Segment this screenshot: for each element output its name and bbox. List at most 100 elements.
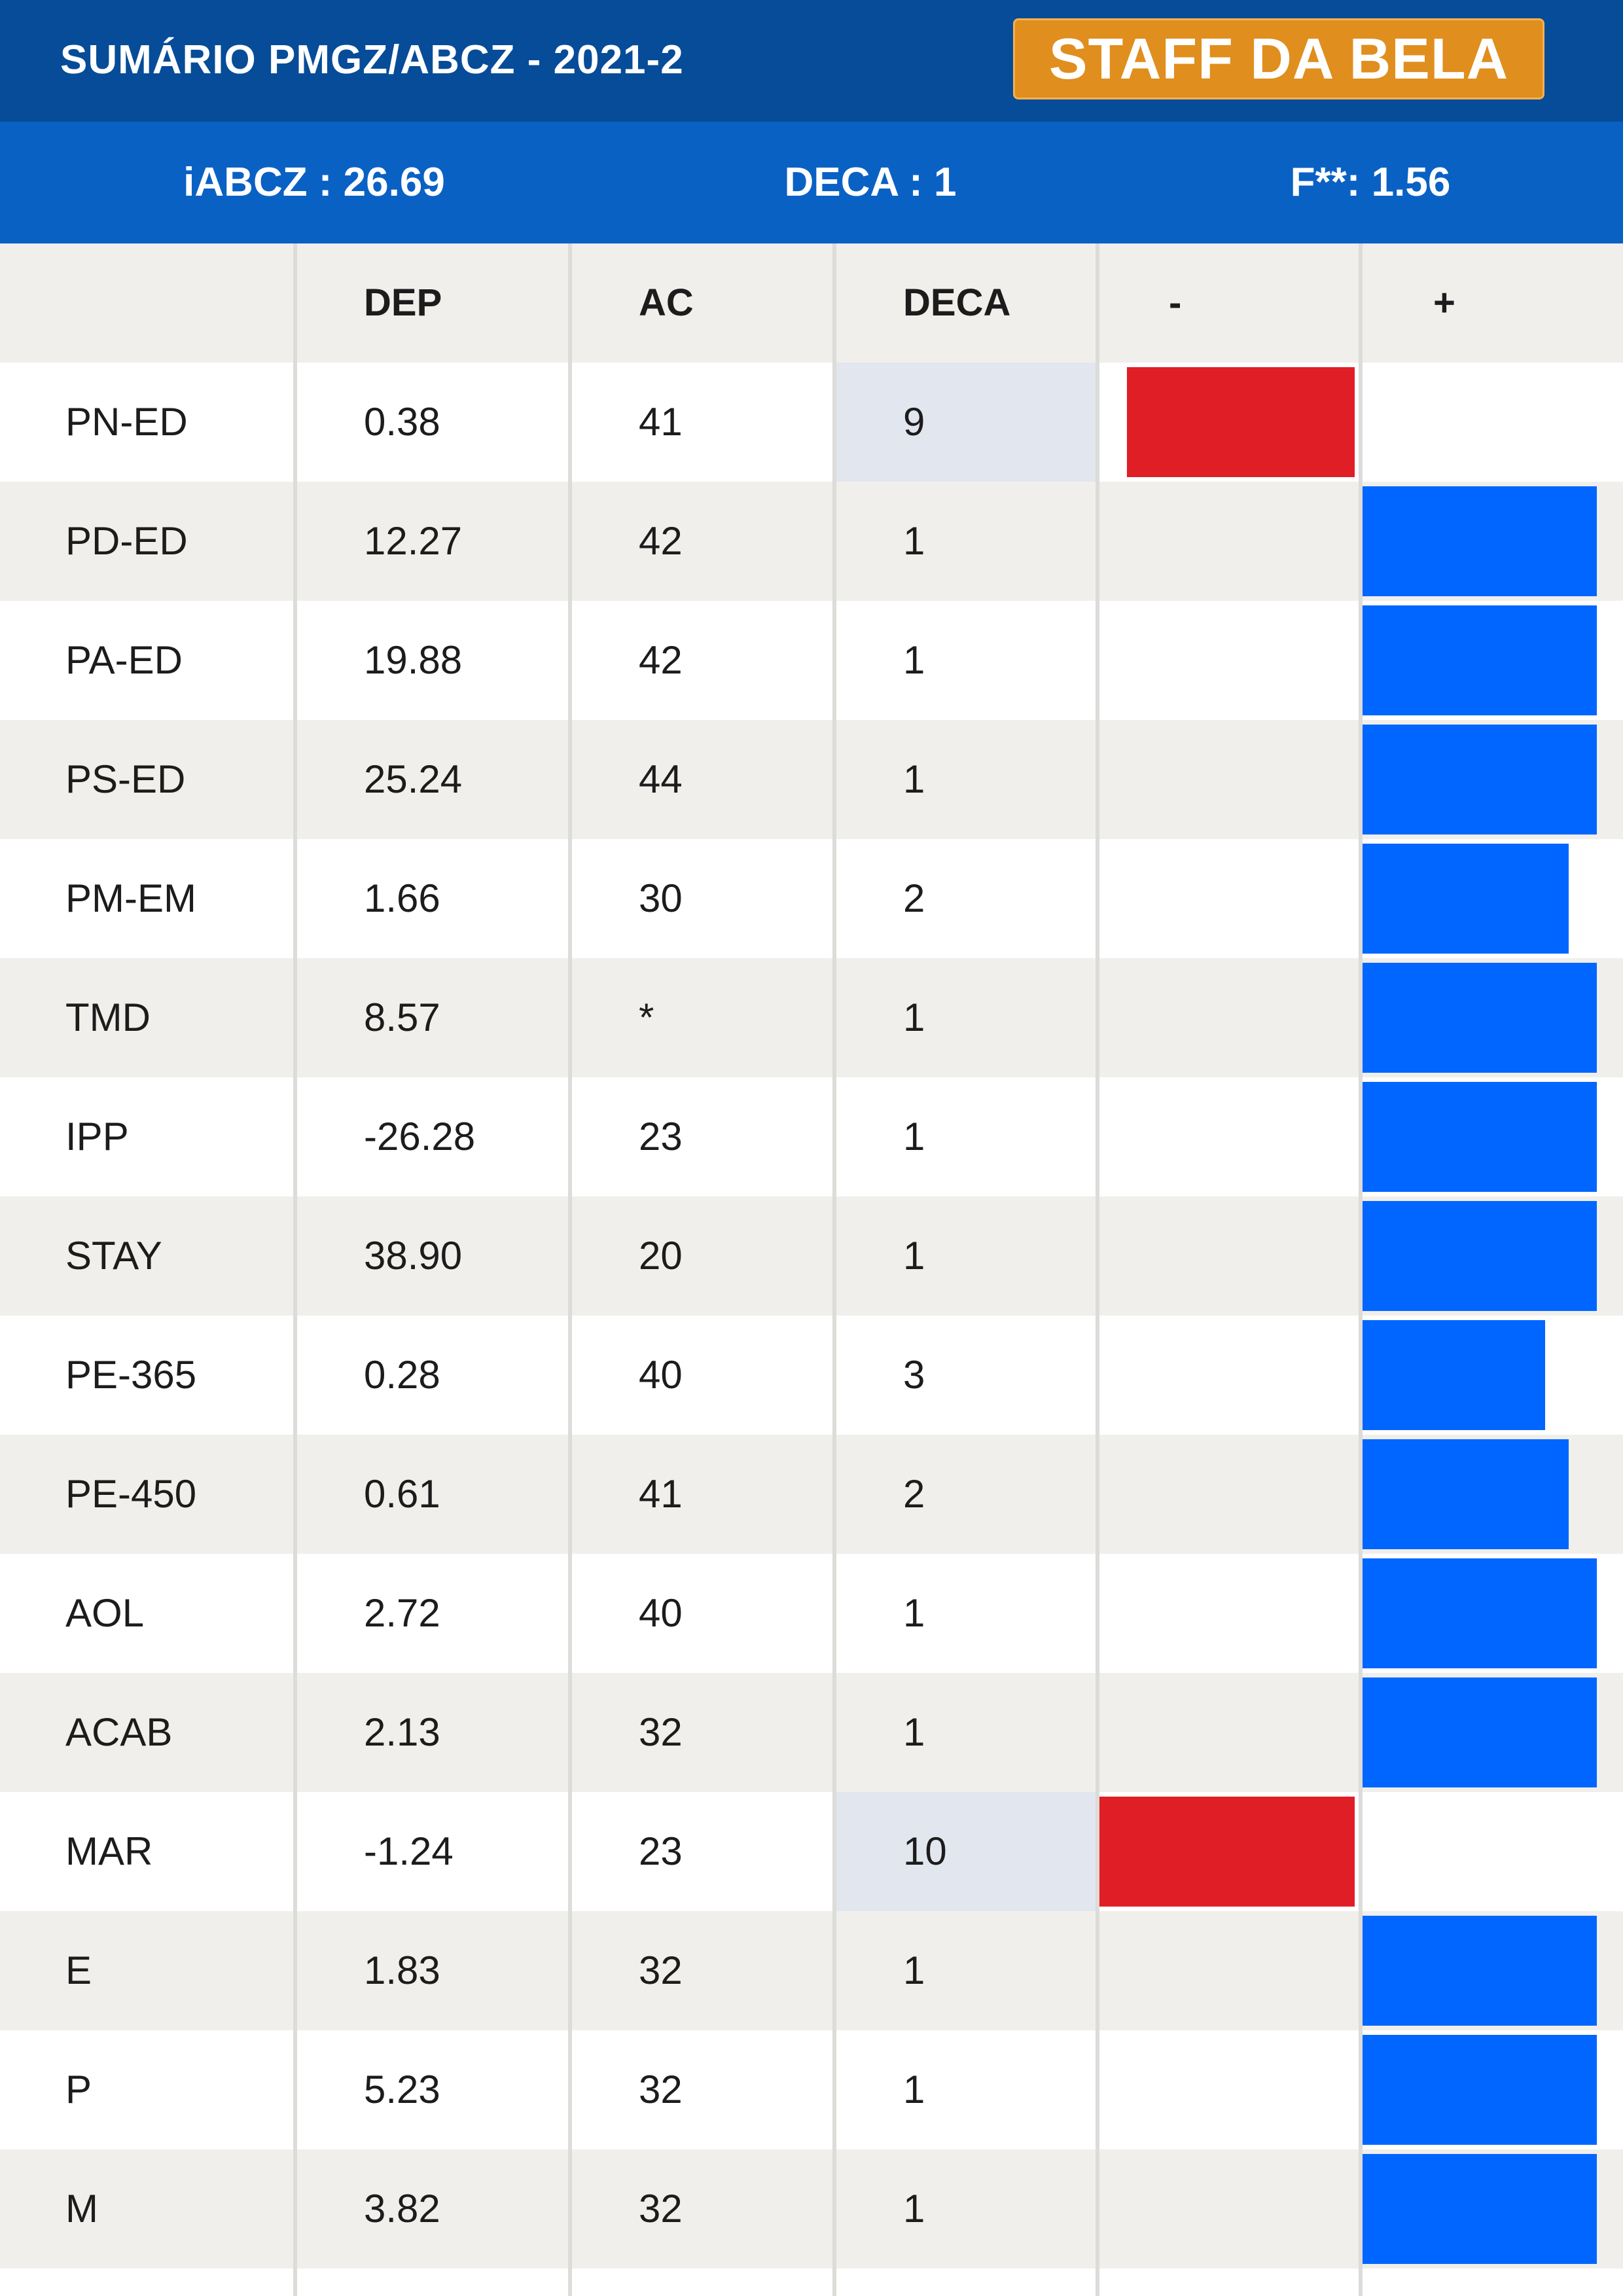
positive-bar <box>1363 1082 1597 1192</box>
column-divider <box>1359 243 1363 2296</box>
positive-bar <box>1363 1558 1597 1668</box>
table-row: AOL 2.72 40 1 <box>0 1554 1623 1673</box>
metric-cell: PS-ED <box>65 757 186 801</box>
table-row: TMD 8.57 * 1 <box>0 958 1623 1077</box>
dep-cell: 2.72 <box>364 1591 440 1635</box>
ac-cell: 40 <box>639 1353 683 1397</box>
deca-cell: 1 <box>903 519 925 563</box>
dep-cell: 12.27 <box>364 519 463 563</box>
positive-bar <box>1363 2035 1597 2145</box>
deca-cell: 1 <box>903 1234 925 1278</box>
metric-cell: M <box>65 2187 98 2231</box>
metric-cell: PN-ED <box>65 400 188 444</box>
metric-cell: TMD <box>65 996 151 1039</box>
deca-cell: 3 <box>903 1353 925 1397</box>
negative-bar <box>1127 367 1355 477</box>
positive-bar <box>1363 605 1597 715</box>
metric-cell: PD-ED <box>65 519 188 563</box>
table-row: PM-EM 1.66 30 2 <box>0 839 1623 958</box>
table-row: P 5.23 32 1 <box>0 2030 1623 2149</box>
ac-cell: 44 <box>639 757 683 801</box>
column-divider <box>293 243 297 2296</box>
ac-cell: 42 <box>639 519 683 563</box>
dep-cell: 3.82 <box>364 2187 440 2231</box>
dep-cell: 2.13 <box>364 1710 440 1754</box>
table-row: STAY 38.90 20 1 <box>0 1196 1623 1316</box>
f-summary: F**: 1.56 <box>1290 160 1451 205</box>
dep-cell: 19.88 <box>364 638 463 682</box>
deca-cell: 1 <box>903 2187 925 2231</box>
metric-cell: P <box>65 2068 92 2111</box>
deca-cell: 2 <box>903 1472 925 1516</box>
dep-cell: 8.57 <box>364 996 440 1039</box>
summary-table: DEP AC DECA - + PN-ED 0.38 41 9 PD-ED 12.27 42… <box>0 243 1623 2296</box>
column-divider <box>832 243 836 2296</box>
metric-cell: STAY <box>65 1234 162 1278</box>
positive-bar <box>1363 1677 1597 1787</box>
deca-cell: 1 <box>903 2068 925 2111</box>
dep-cell: 25.24 <box>364 757 463 801</box>
column-header-ac: AC <box>639 281 694 324</box>
ac-cell: * <box>639 996 654 1039</box>
table-row: M 3.82 32 1 <box>0 2149 1623 2269</box>
metric-cell: IPP <box>65 1115 129 1158</box>
ac-cell: 23 <box>639 1115 683 1158</box>
staff-badge: STAFF DA BELA <box>1013 18 1544 99</box>
deca-cell: 1 <box>903 1710 925 1754</box>
deca-cell: 1 <box>903 1115 925 1158</box>
table-row: PE-450 0.61 41 2 <box>0 1435 1623 1554</box>
positive-bar <box>1363 486 1597 596</box>
dep-cell: -1.24 <box>364 1829 454 1873</box>
table-row: MAR -1.24 23 10 <box>0 1792 1623 1911</box>
ac-cell: 32 <box>639 1948 683 1992</box>
positive-bar <box>1363 963 1597 1073</box>
positive-bar <box>1363 1916 1597 2026</box>
ac-cell: 41 <box>639 400 683 444</box>
dep-cell: 5.23 <box>364 2068 440 2111</box>
deca-cell: 2 <box>903 876 925 920</box>
dep-cell: 1.66 <box>364 876 440 920</box>
ac-cell: 40 <box>639 1591 683 1635</box>
table-row: PA-ED 19.88 42 1 <box>0 601 1623 720</box>
dep-cell: 1.83 <box>364 1948 440 1992</box>
dep-cell: -26.28 <box>364 1115 476 1158</box>
dep-cell: 0.61 <box>364 1472 440 1516</box>
table-row: PN-ED 0.38 41 9 <box>0 363 1623 482</box>
table-row: E 1.83 32 1 <box>0 1911 1623 2030</box>
positive-bar <box>1363 725 1597 834</box>
positive-bar <box>1363 2154 1597 2264</box>
metric-cell: MAR <box>65 1829 153 1873</box>
deca-cell: 1 <box>903 996 925 1039</box>
table-row: IPP -26.28 23 1 <box>0 1077 1623 1196</box>
positive-bar <box>1363 1320 1545 1430</box>
deca-cell: 9 <box>903 400 925 444</box>
metric-cell: AOL <box>65 1591 145 1635</box>
summary-bar: iABCZ : 26.69 DECA : 1 F**: 1.56 <box>0 122 1623 243</box>
metric-cell: PE-450 <box>65 1472 197 1516</box>
deca-cell: 10 <box>903 1829 947 1873</box>
ac-cell: 23 <box>639 1829 683 1873</box>
column-header-dep: DEP <box>364 281 442 324</box>
table-header-row: DEP AC DECA - + <box>0 243 1623 363</box>
dep-cell: 0.28 <box>364 1353 440 1397</box>
column-divider <box>568 243 572 2296</box>
ac-cell: 42 <box>639 638 683 682</box>
ac-cell: 20 <box>639 1234 683 1278</box>
metric-cell: PA-ED <box>65 638 183 682</box>
table-row: ACAB 2.13 32 1 <box>0 1673 1623 1792</box>
report-title: SUMÁRIO PMGZ/ABCZ - 2021-2 <box>60 37 684 82</box>
ac-cell: 32 <box>639 2187 683 2231</box>
dep-cell: 38.90 <box>364 1234 463 1278</box>
deca-cell: 1 <box>903 1948 925 1992</box>
column-header-minus: - <box>1169 281 1182 324</box>
deca-cell: 1 <box>903 1591 925 1635</box>
metric-cell: PE-365 <box>65 1353 197 1397</box>
table-row: PD-ED 12.27 42 1 <box>0 482 1623 601</box>
negative-bar <box>1096 1797 1355 1907</box>
iabcz-summary: iABCZ : 26.69 <box>183 160 445 205</box>
metric-cell: PM-EM <box>65 876 196 920</box>
column-divider <box>1096 243 1099 2296</box>
deca-cell: 1 <box>903 757 925 801</box>
table-row: PE-365 0.28 40 3 <box>0 1316 1623 1435</box>
deca-highlight <box>836 363 1096 482</box>
